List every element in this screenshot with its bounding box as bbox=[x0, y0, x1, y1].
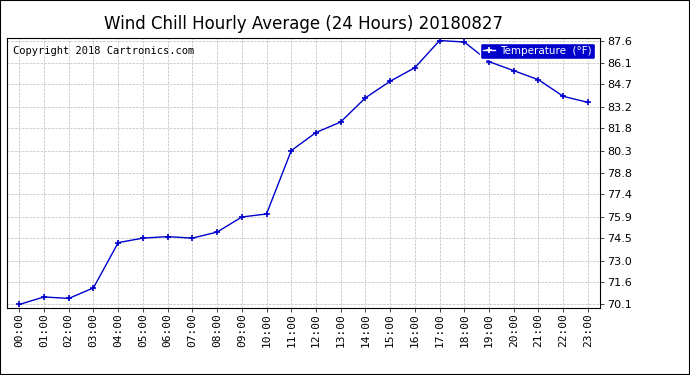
Text: Copyright 2018 Cartronics.com: Copyright 2018 Cartronics.com bbox=[13, 46, 194, 56]
Text: Wind Chill Hourly Average (24 Hours) 20180827: Wind Chill Hourly Average (24 Hours) 201… bbox=[104, 15, 503, 33]
Legend: Temperature  (°F): Temperature (°F) bbox=[480, 43, 595, 59]
